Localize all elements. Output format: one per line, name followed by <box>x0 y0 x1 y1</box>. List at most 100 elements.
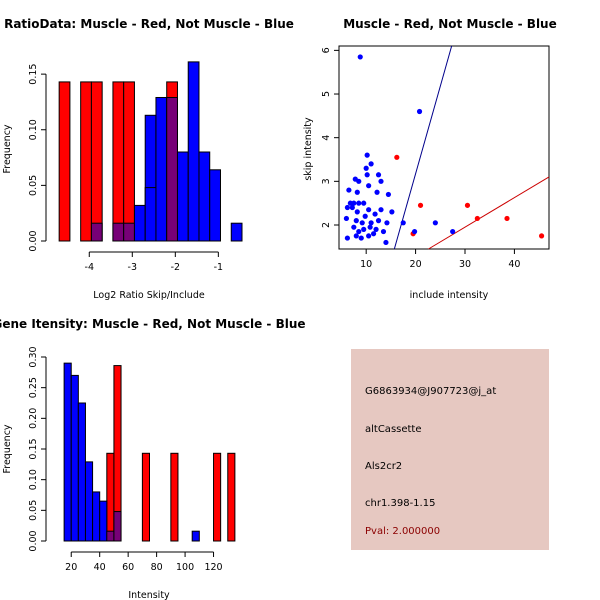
not-muscle-bar-10 <box>209 169 221 242</box>
not-muscle-point-26 <box>389 209 395 215</box>
not-muscle-bar-1 <box>112 222 125 242</box>
x-tick-label: 80 <box>151 562 163 573</box>
not-muscle-bar-8 <box>191 530 200 542</box>
x-tick-label: 40 <box>508 259 520 270</box>
not-muscle-point-6 <box>356 178 362 184</box>
y-tick-label: 0.25 <box>28 377 39 398</box>
not-muscle-bar-8 <box>187 61 200 242</box>
not-muscle-point-37 <box>367 224 373 230</box>
not-muscle-bar-11 <box>230 222 243 242</box>
not-muscle-point-13 <box>374 189 380 195</box>
not-muscle-point-30 <box>359 220 365 226</box>
not-muscle-point-34 <box>432 220 438 226</box>
y-tick-label: 0.05 <box>28 500 39 521</box>
not-muscle-bar-6 <box>166 96 178 242</box>
x-tick-label: 60 <box>122 562 134 573</box>
scatter-chart: Muscle - Red, Not Muscle - Blue include i… <box>303 17 557 301</box>
y-tick-label: 2 <box>321 222 332 228</box>
x-tick-label: -4 <box>85 262 94 273</box>
muscle-point-5 <box>504 215 510 222</box>
muscle-bar-2 <box>90 81 103 242</box>
y-axis-label: skip intensity <box>303 117 314 181</box>
not-muscle-bar-2 <box>123 222 135 242</box>
not-muscle-bar-3 <box>133 204 146 242</box>
not-muscle-bar-4 <box>144 187 157 242</box>
x-tick-label: 30 <box>459 259 471 270</box>
not-muscle-point-41 <box>380 228 387 235</box>
not-muscle-point-8 <box>375 172 382 178</box>
not-muscle-point-43 <box>450 228 456 235</box>
not-muscle-point-19 <box>344 204 350 211</box>
muscle-point-0 <box>394 154 400 160</box>
y-tick-label: 0.15 <box>28 64 39 85</box>
not-muscle-point-25 <box>372 211 378 217</box>
y-axis-label: Frequency <box>2 124 13 173</box>
not-muscle-point-3 <box>368 161 374 167</box>
not-muscle-point-38 <box>373 226 379 232</box>
not-muscle-point-28 <box>353 218 359 224</box>
not-muscle-point-16 <box>351 200 357 206</box>
x-tick-label: 10 <box>360 259 372 270</box>
y-tick-label: 4 <box>321 135 332 141</box>
intensity_hist-chart: Gene Itensity: Muscle - Red, Not Muscle … <box>0 317 306 600</box>
muscle-point-4 <box>474 215 480 222</box>
y-tick-label: 0.00 <box>28 230 39 251</box>
y-tick-label: 0.00 <box>28 530 39 551</box>
muscle-bar-2 <box>141 452 150 542</box>
not-muscle-point-35 <box>351 224 357 230</box>
not-muscle-point-9 <box>378 178 384 184</box>
not-muscle-bar-5 <box>99 500 108 542</box>
x-tick-label: -2 <box>171 262 180 273</box>
chart-title: Muscle - Red, Not Muscle - Blue <box>343 17 557 31</box>
not-muscle-bar-7 <box>113 511 122 542</box>
muscle-point-2 <box>417 202 424 208</box>
not-muscle-point-12 <box>354 189 360 195</box>
x-axis-label: Log2 Ratio Skip/Include <box>93 290 205 301</box>
muscle-bar-4 <box>213 452 222 542</box>
event-type-text: altCassette <box>365 424 422 435</box>
not-muscle-point-10 <box>366 183 372 189</box>
not-muscle-bar-0 <box>90 222 103 242</box>
y-axis-label: Frequency <box>2 424 13 473</box>
not-muscle-point-17 <box>356 200 362 206</box>
y-tick-label: 0.10 <box>28 469 39 490</box>
muscle-bar-5 <box>227 452 236 542</box>
not-muscle-point-45 <box>358 235 364 241</box>
not-muscle-bar-6 <box>106 530 115 542</box>
probe-id-text: G6863934@J907723@j_at <box>365 386 497 397</box>
not-muscle-point-29 <box>375 218 382 224</box>
x-tick-label: -3 <box>128 262 137 273</box>
ratio_hist-chart: RatioData: Muscle - Red, Not Muscle - Bl… <box>2 17 294 301</box>
x-tick-label: 100 <box>176 562 194 573</box>
not-muscle-point-40 <box>370 231 377 237</box>
not-muscle-bar-4 <box>92 491 101 542</box>
x-axis-label: include intensity <box>410 290 489 301</box>
info-panel: G6863934@J907723@j_at altCassette Als2cr… <box>351 349 549 550</box>
not-muscle-point-4 <box>363 165 369 171</box>
not-muscle-point-31 <box>368 220 374 226</box>
plot-frame <box>338 45 550 250</box>
not-muscle-point-20 <box>349 204 355 211</box>
x-tick-label: 40 <box>94 562 106 573</box>
y-tick-label: 0.10 <box>28 119 39 140</box>
muscle-bar-4 <box>123 81 135 242</box>
y-tick-label: 5 <box>321 91 332 97</box>
not-muscle-fit-line <box>393 45 453 250</box>
not-muscle-point-14 <box>385 191 392 198</box>
y-tick-label: 0.20 <box>28 408 39 429</box>
muscle-bar-3 <box>170 452 179 542</box>
not-muscle-point-22 <box>378 207 384 213</box>
x-tick-label: 20 <box>410 259 422 270</box>
not-muscle-point-1 <box>416 108 423 115</box>
not-muscle-point-32 <box>384 220 390 226</box>
chart-title: RatioData: Muscle - Red, Not Muscle - Bl… <box>4 17 294 31</box>
y-tick-label: 6 <box>321 47 332 53</box>
not-muscle-bar-3 <box>84 461 94 542</box>
not-muscle-bar-7 <box>176 151 189 242</box>
not-muscle-point-42 <box>412 228 418 235</box>
muscle-point-3 <box>464 202 471 208</box>
not-muscle-point-24 <box>362 213 368 219</box>
not-muscle-point-23 <box>354 209 360 215</box>
